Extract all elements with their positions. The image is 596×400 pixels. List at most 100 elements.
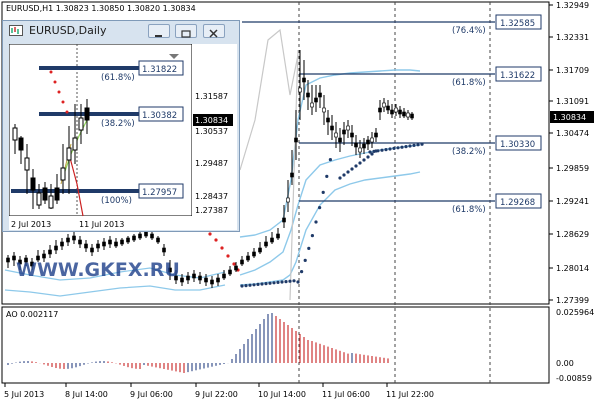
fib-value-4: 1.29268: [500, 198, 535, 208]
candle-body: [402, 111, 406, 117]
sar-dot-up: [321, 190, 325, 194]
fib-value-3: 1.30330: [500, 140, 535, 150]
sar-dot-up: [392, 146, 396, 150]
candle-body: [6, 257, 10, 263]
candle-body: [204, 277, 208, 283]
sar-dot-down: [220, 246, 224, 250]
sar-dot-up: [310, 234, 314, 238]
daily-window-title: EURUSD,Daily: [29, 24, 107, 37]
time-label: 8 Jul 14:00: [65, 390, 108, 399]
candle-body: [192, 273, 196, 279]
ao-axis: 0.025964 0.00 -0.00859: [556, 308, 594, 383]
candle-body: [114, 241, 118, 247]
daily-chart-window[interactable]: EURUSD,Daily 1.31822 1.30382 1.27957 (6: [2, 20, 240, 232]
minimize-icon: [155, 35, 162, 37]
price-axis: 1.32949 1.32331 1.31709 1.31091 1.30474 1.298…: [549, 1, 589, 305]
time-label: 11 Jul 06:00: [322, 390, 370, 399]
fib-pct-1: (76.4%): [452, 26, 486, 36]
daily-candle-body: [72, 137, 78, 151]
sar-dot-up: [372, 149, 376, 153]
candle-body: [48, 249, 52, 255]
daily-sar-dot: [53, 80, 57, 84]
daily-time-label-2: 11 Jul 2013: [79, 220, 124, 229]
daily-candle-body: [66, 147, 72, 161]
close-icon: [209, 29, 218, 38]
candle-body: [398, 109, 402, 115]
candle-body: [258, 247, 262, 253]
candle-body: [322, 107, 326, 113]
daily-candle-body: [54, 187, 60, 201]
daily-fib-pct-2: (38.2%): [101, 119, 135, 129]
candle-body: [108, 239, 112, 245]
sar-dot-up: [416, 143, 420, 147]
daily-window-titlebar[interactable]: EURUSD,Daily: [3, 21, 239, 41]
minimize-button[interactable]: [148, 24, 170, 38]
daily-price-label: 1.28437: [195, 192, 228, 201]
candle-body: [240, 259, 244, 265]
daily-candle-body: [78, 117, 84, 131]
sar-dot-down: [232, 262, 236, 266]
candle-body: [318, 92, 322, 98]
candle-body: [96, 243, 100, 249]
daily-fib-value-1: 1.31822: [142, 65, 177, 75]
candle-body: [150, 233, 154, 239]
sar-dot-up: [260, 282, 264, 286]
candle-body: [264, 241, 268, 247]
sar-dot-down: [226, 254, 230, 258]
restore-button[interactable]: [175, 24, 197, 38]
candle-body: [60, 241, 64, 247]
ao-axis-label: 0.00: [556, 359, 574, 368]
parabolic-sar: [203, 142, 424, 288]
candle-body: [174, 275, 178, 281]
candle-body: [334, 132, 338, 138]
time-label: 10 Jul 14:00: [258, 390, 306, 399]
close-button[interactable]: [203, 24, 225, 38]
restore-icon: [181, 30, 191, 38]
daily-price-label: 1.27387: [195, 206, 228, 215]
current-price-tag: 1.30834: [553, 113, 586, 122]
sar-dot-up: [284, 280, 288, 284]
candle-body: [326, 117, 330, 123]
candle-body: [410, 113, 414, 119]
time-label: 5 Jul 2013: [4, 390, 44, 399]
ao-axis-label: -0.00859: [556, 374, 592, 383]
sar-dot-up: [368, 150, 372, 154]
ao-axis-label: 0.025964: [556, 308, 594, 317]
sar-dot-up: [240, 284, 244, 288]
sar-dot-up: [384, 148, 388, 152]
price-label: 1.29241: [556, 197, 589, 206]
price-label: 1.32331: [556, 33, 589, 42]
daily-time-label-1: 2 Jul 2013: [11, 220, 51, 229]
price-label: 1.31709: [556, 66, 589, 75]
candle-body: [228, 269, 232, 275]
sar-dot-up: [400, 145, 404, 149]
candle-body: [42, 253, 46, 259]
sar-dot-up: [354, 164, 358, 168]
candle-body: [138, 233, 142, 239]
sar-dot-up: [264, 282, 268, 286]
candle-body: [390, 109, 394, 115]
time-label: 9 Jul 22:00: [195, 390, 238, 399]
candle-body: [294, 137, 298, 143]
daily-fib-value-3: 1.27957: [142, 188, 177, 198]
candle-body: [314, 97, 318, 103]
candle-body: [302, 77, 306, 83]
sar-dot-down: [208, 232, 212, 236]
candle-body: [298, 87, 302, 93]
sar-dot-up: [350, 167, 354, 171]
daily-candle-body: [60, 167, 66, 181]
candle-body: [162, 247, 166, 253]
chart-header: EURUSD,H1 1.30823 1.30850 1.30820 1.3083…: [6, 4, 196, 13]
daily-chart-svg[interactable]: 1.31822 1.30382 1.27957 (61.8%) (38.2%) …: [9, 44, 237, 230]
sar-dot-up: [342, 173, 346, 177]
candle-body: [354, 142, 358, 148]
fib-value-1: 1.32585: [500, 19, 535, 29]
price-label: 1.29859: [556, 164, 589, 173]
candle-body: [330, 125, 334, 131]
daily-candle-body: [30, 177, 36, 191]
sar-dot-up: [307, 246, 311, 250]
candle-body: [370, 137, 374, 143]
daily-candlesticks: [12, 99, 90, 209]
daily-price-label: 1.29487: [195, 159, 228, 168]
